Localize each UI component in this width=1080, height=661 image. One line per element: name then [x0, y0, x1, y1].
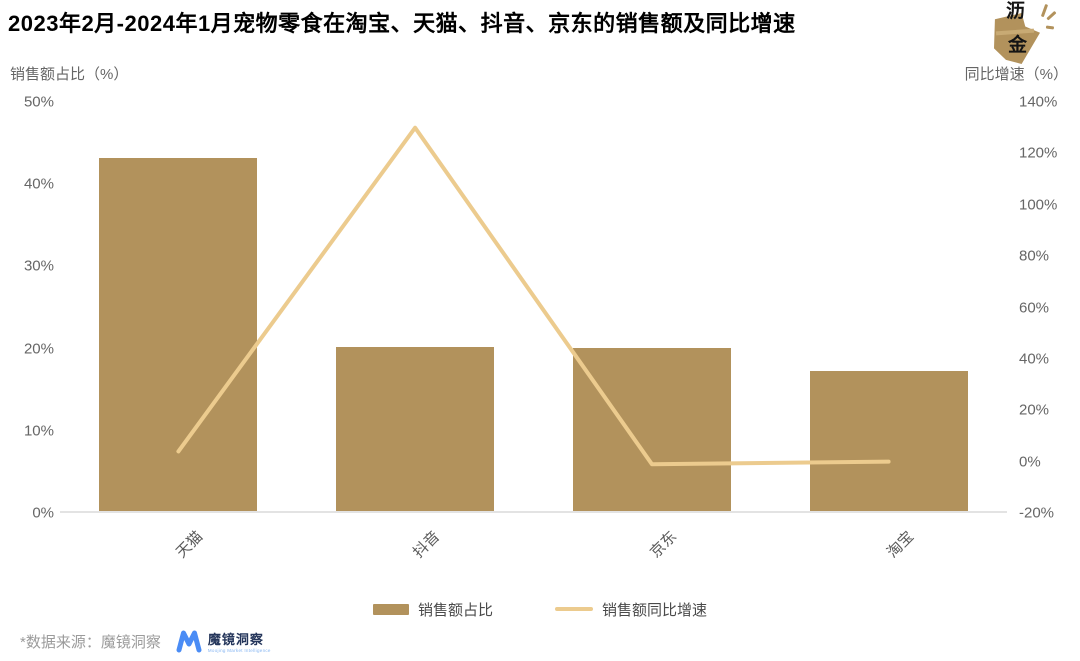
bar-淘宝[interactable]	[809, 371, 968, 511]
bar-抖音[interactable]	[336, 346, 495, 511]
bar-京东[interactable]	[572, 348, 731, 511]
x-axis-baseline	[60, 511, 1007, 513]
legend-item-sales-share[interactable]: 销售额占比	[372, 599, 493, 620]
left-tick-40%: 40%	[23, 175, 54, 193]
right-tick-80%: 80%	[1019, 247, 1050, 265]
data-source-text: *数据来源：魔镜洞察	[20, 633, 161, 651]
right-axis-title: 同比增速（%）	[964, 66, 1068, 83]
legend-item-yoy-growth[interactable]: 销售额同比增速	[555, 599, 707, 620]
right-tick-60%: 60%	[1019, 299, 1050, 316]
growth-line[interactable]	[176, 125, 891, 467]
growth-line-layer	[176, 125, 891, 467]
right-tick-20%: 20%	[1019, 401, 1050, 419]
footer: *数据来源：魔镜洞察 魔镜洞察 Moojing Market Intellige…	[20, 629, 271, 653]
left-tick-0%: 0%	[32, 504, 54, 522]
moojing-m-icon	[176, 630, 202, 653]
right-tick--20%: -20%	[1019, 504, 1055, 522]
lijin-char-jin: 金	[1008, 35, 1028, 56]
right-tick-120%: 120%	[1019, 144, 1058, 162]
moojing-logo: 魔镜洞察 Moojing Market Intelligence	[175, 629, 271, 653]
lijin-char-li: 沥	[1006, 1, 1026, 22]
plot-area	[60, 102, 1007, 513]
left-tick-50%: 50%	[23, 93, 54, 111]
moojing-logo-text: 魔镜洞察	[207, 632, 264, 647]
right-tick-140%: 140%	[1019, 93, 1058, 111]
moojing-logo-subtext: Moojing Market Intelligence	[207, 648, 271, 653]
left-axis-title: 销售额占比（%）	[10, 66, 129, 83]
sparkle-icon	[1040, 3, 1048, 18]
legend: 销售额占比 销售额同比增速	[0, 596, 1080, 622]
legend-label: 销售额占比	[417, 601, 493, 619]
bar-swatch-icon	[372, 603, 409, 615]
chart-title: 2023年2月-2024年1月宠物零食在淘宝、天猫、抖音、京东的销售额及同比增速	[8, 11, 796, 36]
left-tick-10%: 10%	[23, 422, 54, 440]
right-tick-40%: 40%	[1019, 350, 1050, 368]
lijin-logo: 沥 金	[988, 0, 1057, 66]
right-tick-0%: 0%	[1019, 453, 1041, 471]
right-tick-100%: 100%	[1019, 196, 1058, 214]
sparkle-icon	[1046, 10, 1057, 21]
line-swatch-icon	[555, 607, 593, 611]
left-tick-20%: 20%	[23, 340, 54, 358]
left-tick-30%: 30%	[23, 257, 54, 275]
sparkle-icon	[1045, 25, 1055, 30]
legend-label: 销售额同比增速	[602, 601, 708, 619]
